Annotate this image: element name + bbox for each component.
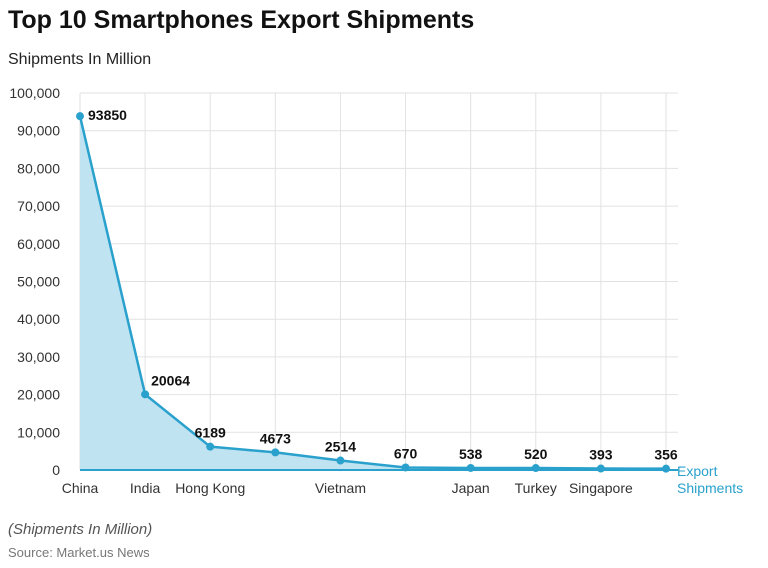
x-tick-label: Turkey (515, 480, 557, 496)
y-tick-label: 50,000 (17, 274, 60, 290)
y-tick-label: 10,000 (17, 424, 60, 440)
data-label: 93850 (88, 107, 127, 123)
data-label: 20064 (151, 372, 190, 388)
data-point (141, 390, 150, 399)
chart-title: Top 10 Smartphones Export Shipments (8, 6, 475, 34)
area-fill-layer (80, 116, 666, 471)
data-point (271, 448, 280, 457)
data-label: 6189 (195, 425, 226, 441)
units-note: (Shipments In Million) (8, 521, 153, 538)
data-label: 2514 (325, 439, 356, 455)
x-tick-label: Singapore (569, 480, 633, 496)
x-tick-label: Hong Kong (175, 480, 245, 496)
y-tick-label: 100,000 (9, 85, 60, 101)
series-line (78, 115, 667, 470)
series-name-label: Shipments (677, 480, 743, 496)
data-point (596, 464, 605, 473)
chart-subtitle: Shipments In Million (8, 51, 152, 68)
data-label: 356 (654, 447, 678, 463)
y-tick-label: 60,000 (17, 236, 60, 252)
data-label: 670 (394, 445, 418, 461)
y-tick-label: 30,000 (17, 349, 60, 365)
data-label: 4673 (260, 430, 291, 446)
data-point (466, 463, 475, 472)
data-label: 393 (589, 447, 613, 463)
y-tick-label: 40,000 (17, 311, 60, 327)
line-area-chart: 93850 20064 6189 4673 2514 670 538 520 393 356 0 1… (9, 85, 743, 496)
data-points (76, 112, 670, 473)
x-tick-label: Vietnam (315, 480, 366, 496)
y-tick-label: 80,000 (17, 160, 60, 176)
y-tick-label: 0 (52, 462, 60, 478)
data-label: 520 (524, 446, 548, 462)
data-label: 538 (459, 446, 483, 462)
y-tick-label: 20,000 (17, 387, 60, 403)
data-point (76, 112, 84, 121)
data-point (206, 442, 215, 451)
x-tick-label: China (62, 480, 99, 496)
series-line-layer (78, 115, 678, 471)
y-tick-label: 70,000 (17, 198, 60, 214)
data-point (401, 463, 410, 472)
data-point (531, 464, 540, 473)
x-tick-label: India (130, 480, 161, 496)
data-point (336, 456, 345, 465)
y-tick-label: 90,000 (17, 123, 60, 139)
area-fill (80, 116, 666, 471)
data-point (662, 464, 670, 473)
series-name-label: Export (677, 463, 718, 479)
source-text: Source: Market.us News (8, 545, 150, 560)
data-labels: 93850 20064 6189 4673 2514 670 538 520 393 356 (88, 107, 678, 462)
axis-labels: 0 10,000 20,000 30,000 40,000 50,000 60,000 70,… (9, 85, 743, 496)
x-tick-label: Japan (452, 480, 490, 496)
